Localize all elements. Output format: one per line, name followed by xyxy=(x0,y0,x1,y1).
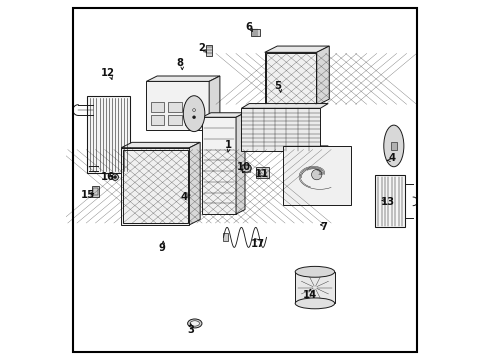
Polygon shape xyxy=(265,46,329,52)
Bar xyxy=(151,102,164,112)
Text: 17: 17 xyxy=(250,239,265,249)
Bar xyxy=(223,233,228,241)
Bar xyxy=(87,96,130,173)
Text: 15: 15 xyxy=(81,190,95,200)
Polygon shape xyxy=(147,76,220,81)
Ellipse shape xyxy=(190,321,199,326)
Polygon shape xyxy=(122,148,190,225)
Text: 6: 6 xyxy=(245,22,252,32)
Polygon shape xyxy=(202,113,245,117)
Bar xyxy=(206,45,212,55)
Circle shape xyxy=(112,174,119,180)
Bar xyxy=(168,116,181,126)
Text: 10: 10 xyxy=(237,162,251,172)
Ellipse shape xyxy=(295,266,335,277)
Polygon shape xyxy=(242,104,328,108)
Bar xyxy=(243,165,250,172)
Polygon shape xyxy=(122,142,200,148)
Bar xyxy=(391,142,397,149)
Bar xyxy=(93,188,98,195)
Polygon shape xyxy=(317,46,329,105)
Text: 9: 9 xyxy=(158,243,165,253)
Bar xyxy=(92,186,99,197)
Text: 3: 3 xyxy=(188,325,195,335)
Bar xyxy=(151,116,164,126)
Bar xyxy=(185,102,199,112)
Bar xyxy=(375,175,405,227)
Circle shape xyxy=(114,176,117,179)
Text: 5: 5 xyxy=(274,81,281,91)
Bar xyxy=(168,102,181,112)
Text: 4: 4 xyxy=(389,153,395,163)
Text: 16: 16 xyxy=(101,172,115,182)
Bar xyxy=(185,116,199,126)
Ellipse shape xyxy=(241,164,251,172)
Polygon shape xyxy=(147,81,209,130)
Bar xyxy=(266,53,316,104)
Polygon shape xyxy=(209,76,220,130)
Ellipse shape xyxy=(188,319,202,328)
Text: 4: 4 xyxy=(180,192,188,202)
Text: 1: 1 xyxy=(225,140,232,150)
Bar xyxy=(283,146,351,205)
Bar xyxy=(250,29,260,36)
Ellipse shape xyxy=(384,125,404,167)
Ellipse shape xyxy=(295,298,335,309)
Bar xyxy=(123,149,188,223)
Text: 14: 14 xyxy=(302,291,317,301)
Polygon shape xyxy=(265,52,317,105)
Circle shape xyxy=(193,116,196,119)
Bar xyxy=(295,272,335,303)
Polygon shape xyxy=(236,113,245,214)
Polygon shape xyxy=(242,146,328,150)
Polygon shape xyxy=(202,117,236,214)
Bar xyxy=(256,167,270,178)
Circle shape xyxy=(312,170,322,180)
Text: 7: 7 xyxy=(320,222,327,232)
Ellipse shape xyxy=(183,96,205,132)
Polygon shape xyxy=(190,142,200,225)
Text: 2: 2 xyxy=(198,43,205,53)
Text: 11: 11 xyxy=(255,168,270,179)
Text: 12: 12 xyxy=(101,68,115,78)
Text: 13: 13 xyxy=(381,197,395,207)
Text: 8: 8 xyxy=(176,58,183,68)
Polygon shape xyxy=(242,108,320,150)
